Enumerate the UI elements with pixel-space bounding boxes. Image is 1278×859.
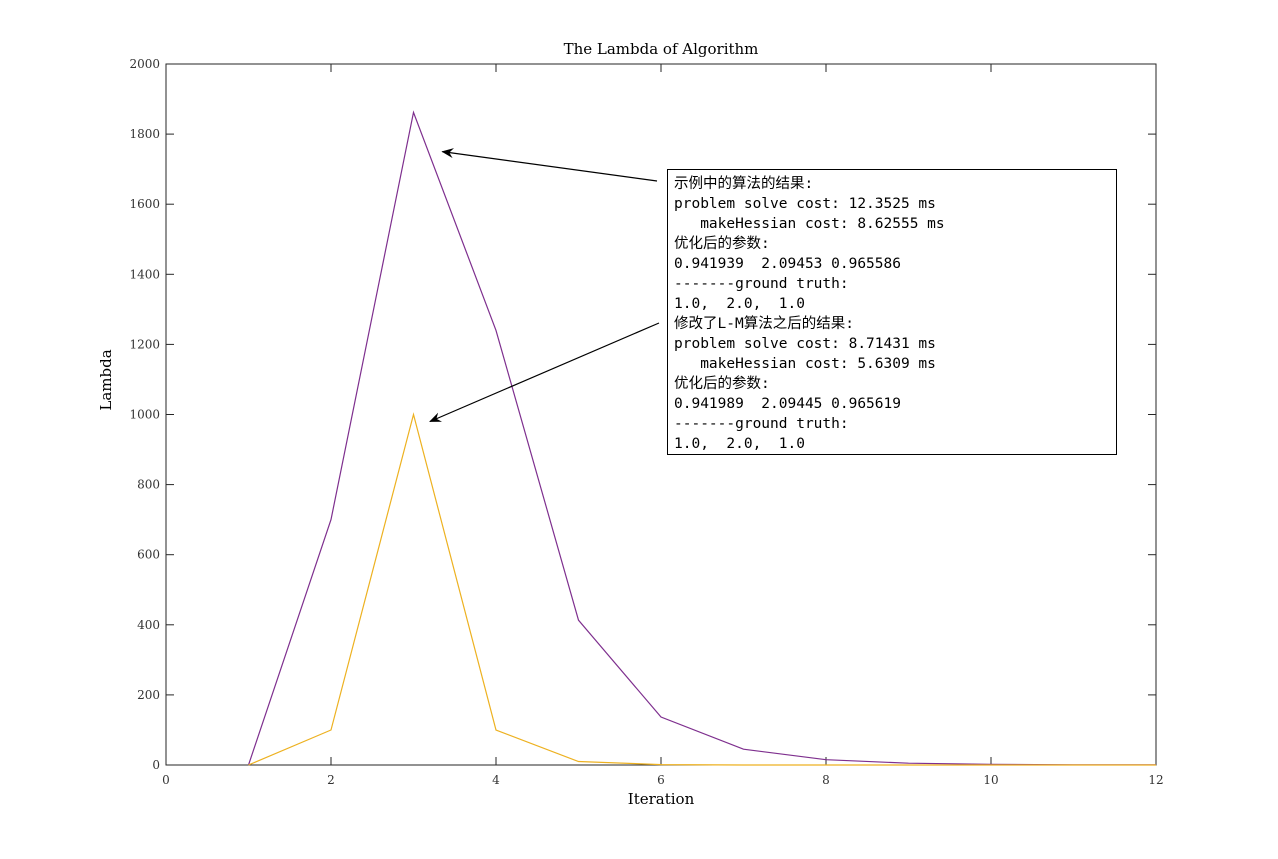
y-tick-label: 200 [137, 688, 160, 702]
annotation-arrow-2 [429, 322, 660, 423]
x-tick-label: 12 [1148, 773, 1163, 787]
y-axis-label: Lambda [97, 349, 115, 410]
annotation-line: -------ground truth: [674, 416, 849, 432]
y-tick-label: 1000 [129, 408, 160, 422]
annotation-line: problem solve cost: 8.71431 ms [674, 336, 936, 352]
annotation-line: 优化后的参数: [674, 376, 770, 392]
chart-title: The Lambda of Algorithm [564, 40, 759, 58]
annotation-line: 0.941939 2.09453 0.965586 [674, 256, 901, 272]
y-tick-label: 1600 [129, 197, 160, 211]
y-tick-label: 600 [137, 548, 160, 562]
annotation-line: 1.0, 2.0, 1.0 [674, 296, 805, 312]
x-axis-label: Iteration [628, 790, 695, 808]
y-tick-label: 1400 [129, 267, 160, 281]
annotation-line: 修改了L-M算法之后的结果: [674, 316, 854, 332]
y-tick-label: 0 [152, 758, 160, 772]
annotation-line: 示例中的算法的结果: [674, 176, 814, 192]
annotation-line: problem solve cost: 12.3525 ms [674, 196, 936, 212]
y-tick-label: 400 [137, 618, 160, 632]
annotation-line: 0.941989 2.09445 0.965619 [674, 396, 901, 412]
y-tick-label: 800 [137, 478, 160, 492]
y-tick-label: 1800 [129, 127, 160, 141]
y-tick-label: 2000 [129, 57, 160, 71]
x-tick-label: 0 [162, 773, 170, 787]
annotation-line: -------ground truth: [674, 276, 849, 292]
y-tick-label: 1200 [129, 337, 160, 351]
x-tick-label: 6 [657, 773, 665, 787]
x-tick-label: 10 [983, 773, 998, 787]
series-line-2 [248, 412, 1156, 766]
annotation-line: makeHessian cost: 5.6309 ms [674, 356, 936, 372]
annotation-line: makeHessian cost: 8.62555 ms [674, 216, 945, 232]
plot-area: 0 2 4 6 8 10 12 0 200 400 600 800 1000 1200 1400 1600 18… [129, 57, 1163, 787]
x-tick-label: 2 [327, 773, 335, 787]
annotation-box: 示例中的算法的结果: problem solve cost: 12.3525 ms… [667, 169, 1117, 455]
annotation-line: 优化后的参数: [674, 236, 770, 252]
x-tick-label: 4 [492, 773, 500, 787]
annotation-line: 1.0, 2.0, 1.0 [674, 436, 805, 452]
x-tick-label: 8 [822, 773, 830, 787]
annotation-arrow-1 [441, 148, 658, 182]
